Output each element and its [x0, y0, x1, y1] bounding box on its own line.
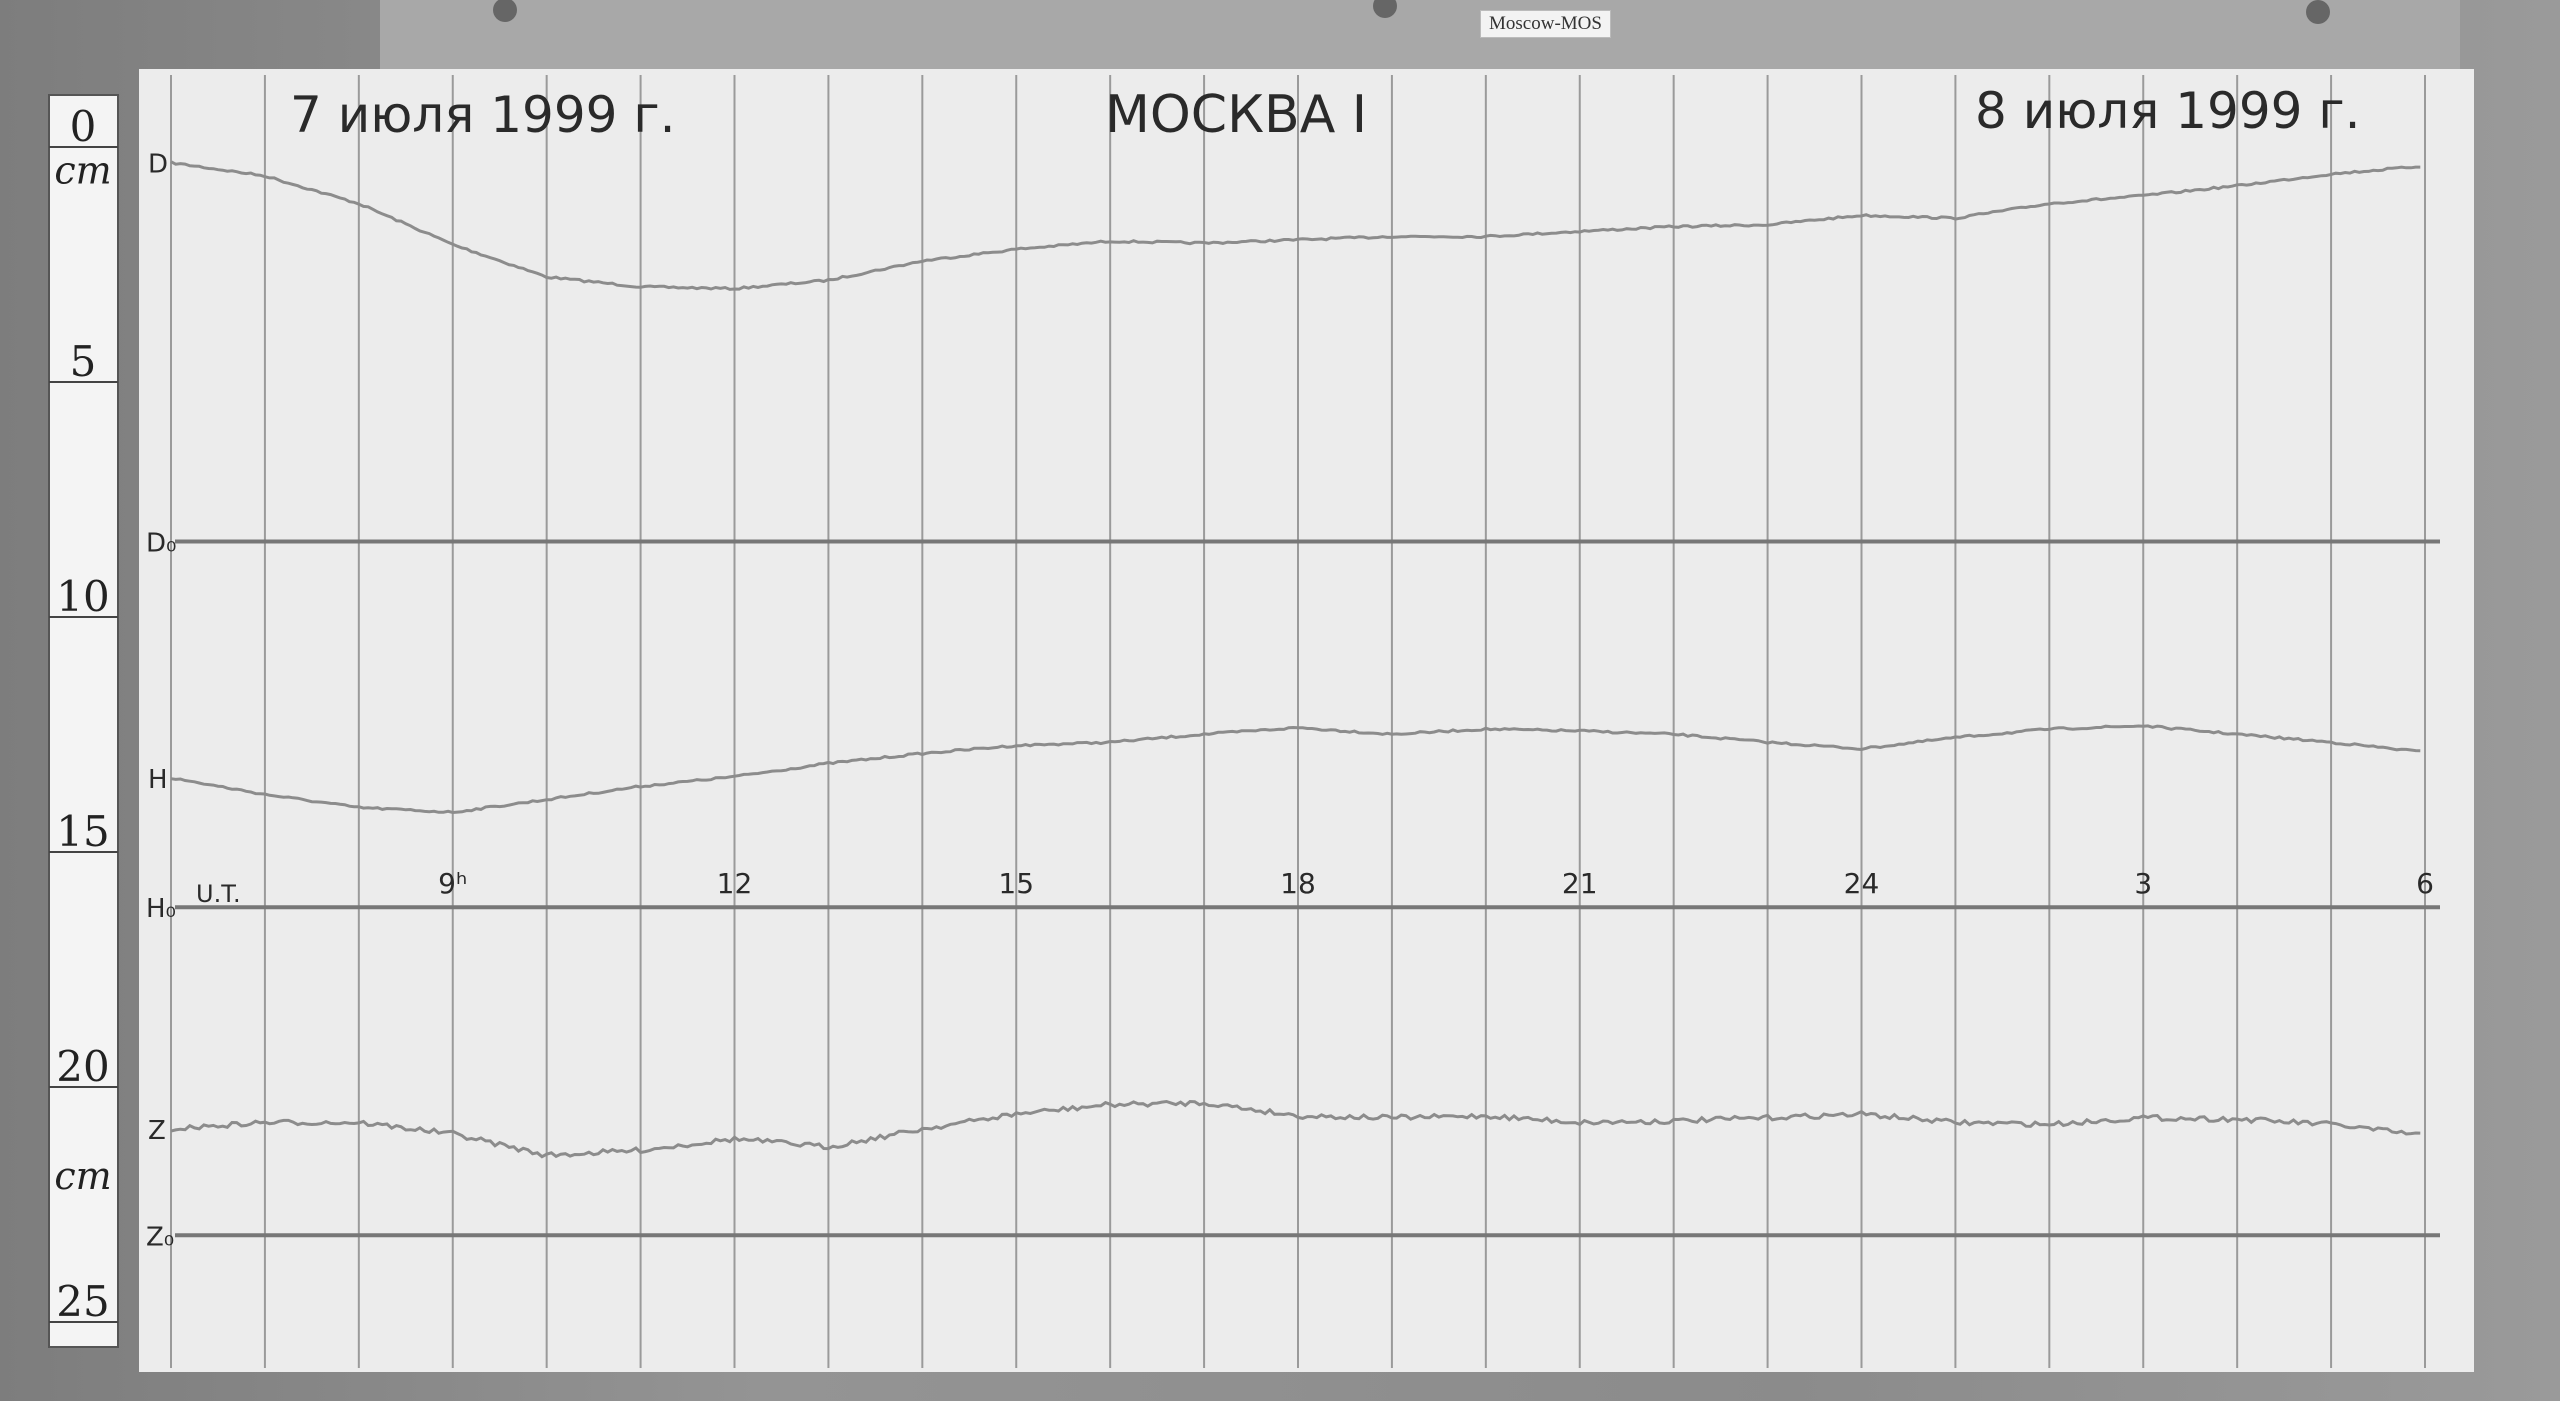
x-tick-label: 9ʰ	[438, 867, 467, 900]
station-tag: Moscow-MOS	[1480, 10, 1611, 38]
trace-H	[170, 724, 2421, 815]
trace-label: Z	[148, 1116, 166, 1146]
y-unit-label-2: cm	[54, 1154, 111, 1198]
y-tick-label: 10	[56, 572, 109, 621]
glass-clip-top	[380, 0, 2460, 75]
y-tick-label: 5	[70, 337, 97, 386]
screw-icon	[493, 0, 517, 22]
paper	[139, 69, 2474, 1372]
x-tick-label: 12	[717, 867, 753, 900]
ruler-strip	[48, 94, 119, 1348]
y-unit-label: cm	[54, 148, 111, 192]
x-tick-label: 24	[1844, 867, 1880, 900]
date-right: 8 июля 1999 г.	[1975, 82, 2361, 140]
x-tick-label: 21	[1562, 867, 1598, 900]
y-tick-label: 20	[56, 1042, 109, 1091]
y-tick-label: 0	[70, 102, 97, 151]
trace-label: D	[148, 150, 168, 180]
date-left: 7 июля 1999 г.	[290, 86, 676, 144]
trace-label: H	[148, 765, 168, 795]
trace-Z	[170, 1099, 2421, 1159]
baseline-label: D₀	[146, 529, 176, 559]
baseline-label: Z₀	[146, 1222, 174, 1252]
screw-icon	[1373, 0, 1397, 18]
y-tick-label: 25	[56, 1277, 109, 1326]
x-tick-label: 3	[2134, 867, 2152, 900]
trace-D	[170, 160, 2421, 291]
x-tick-label: 15	[998, 867, 1034, 900]
chart-title: МОСКВА I	[1105, 85, 1367, 145]
x-tick-label: 18	[1280, 867, 1316, 900]
baseline-label: H₀	[146, 894, 176, 924]
screw-icon	[2306, 0, 2330, 24]
x-unit-label: U.T.	[196, 880, 241, 908]
x-tick-label: 6	[2416, 867, 2434, 900]
y-tick-label: 15	[56, 807, 109, 856]
